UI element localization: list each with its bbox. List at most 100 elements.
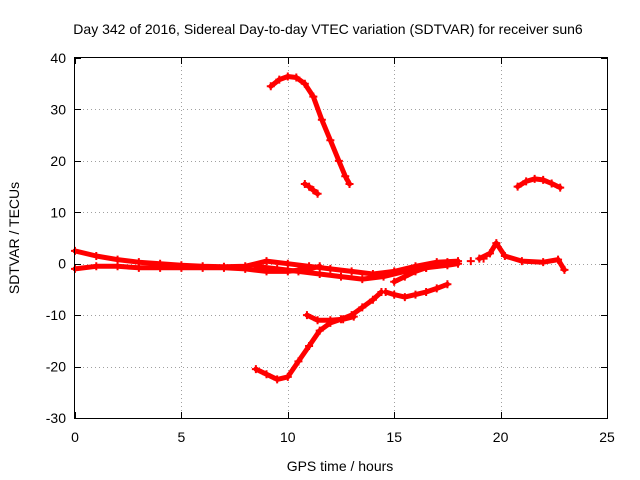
x-tick-label: 20 [493, 429, 509, 445]
data-point [275, 75, 284, 84]
data-point [337, 272, 345, 281]
data-point [530, 174, 539, 183]
y-tick-label: 0 [58, 256, 66, 272]
x-axis-label: GPS time / hours [287, 458, 394, 474]
data-point [492, 239, 501, 248]
data-point [556, 183, 565, 192]
data-point [422, 288, 431, 296]
y-tick-label: 10 [50, 204, 66, 220]
data-point [411, 267, 420, 276]
series-track-mid-rise [381, 280, 452, 302]
data-point [302, 311, 311, 320]
data-point [381, 288, 390, 296]
y-tick-label: 20 [50, 153, 66, 169]
series-track-baseline-late [475, 239, 569, 274]
y-tick-label: -10 [46, 307, 66, 323]
data-series [71, 72, 569, 384]
data-point [273, 375, 282, 384]
y-tick-label: -20 [46, 359, 66, 375]
data-point [198, 263, 207, 272]
data-point [443, 258, 452, 267]
data-point [283, 259, 292, 268]
data-point [219, 263, 228, 272]
x-tick-label: 15 [386, 429, 402, 445]
series-track-high-arc [266, 72, 354, 188]
data-point [309, 186, 318, 195]
data-point [251, 262, 260, 271]
data-point [92, 262, 101, 271]
series-track-low-segment [302, 311, 358, 325]
plot-frame [74, 57, 608, 419]
data-point [358, 303, 367, 312]
series-isolated-points [466, 254, 488, 266]
data-point [547, 179, 556, 188]
data-point [334, 156, 343, 165]
data-point [262, 370, 271, 379]
data-point [345, 180, 354, 188]
data-point [134, 263, 143, 272]
data-point [294, 267, 303, 276]
chart-title: Day 342 of 2016, Sidereal Day-to-day VTE… [73, 21, 583, 37]
data-point [317, 115, 326, 124]
data-point [432, 260, 441, 269]
gridlines [75, 58, 607, 418]
data-point [390, 290, 399, 299]
data-point [177, 263, 186, 272]
data-point [273, 264, 282, 273]
data-point [347, 267, 356, 276]
data-point [400, 293, 409, 302]
data-point [379, 272, 388, 281]
data-point [400, 272, 409, 281]
y-tick-label: -30 [46, 410, 66, 426]
data-point [326, 136, 335, 145]
axis-ticks [75, 58, 608, 419]
data-point [339, 315, 348, 324]
data-point [479, 254, 488, 263]
data-point [283, 372, 292, 381]
data-point [313, 189, 322, 198]
data-point [315, 270, 324, 278]
data-point [513, 182, 522, 191]
x-tick-label: 0 [71, 429, 79, 445]
y-axis-label: SDTVAR / TECUs [6, 182, 22, 294]
data-point [251, 365, 260, 374]
series-track-low-arc [251, 288, 386, 384]
data-point [156, 263, 165, 272]
data-point [326, 264, 335, 273]
data-point [113, 255, 122, 264]
data-point [422, 263, 431, 272]
data-point [294, 357, 303, 366]
data-point [305, 182, 314, 191]
data-point [554, 255, 563, 264]
data-point [454, 259, 463, 268]
data-point [300, 180, 309, 188]
data-point [432, 284, 441, 293]
data-point [315, 262, 324, 271]
data-point [313, 316, 322, 325]
data-point [443, 280, 452, 289]
series-line [268, 74, 352, 187]
data-point [390, 277, 399, 286]
data-point [326, 316, 335, 325]
data-point [283, 72, 292, 81]
y-tick-label: 40 [50, 50, 66, 66]
data-point [517, 257, 526, 266]
data-point [113, 262, 122, 271]
data-point [305, 342, 314, 350]
data-point [368, 295, 377, 304]
data-point [560, 265, 569, 274]
data-point [539, 175, 548, 184]
data-point [349, 312, 358, 321]
series-line [302, 181, 321, 197]
data-point [262, 257, 271, 266]
data-point [411, 290, 420, 299]
x-tick-label: 10 [280, 429, 296, 445]
data-point [522, 177, 531, 186]
data-point [358, 275, 367, 284]
data-point [466, 257, 475, 266]
data-point [266, 82, 275, 91]
data-point [315, 326, 324, 335]
data-point [300, 79, 309, 88]
data-point [341, 172, 350, 181]
data-point [241, 264, 250, 273]
